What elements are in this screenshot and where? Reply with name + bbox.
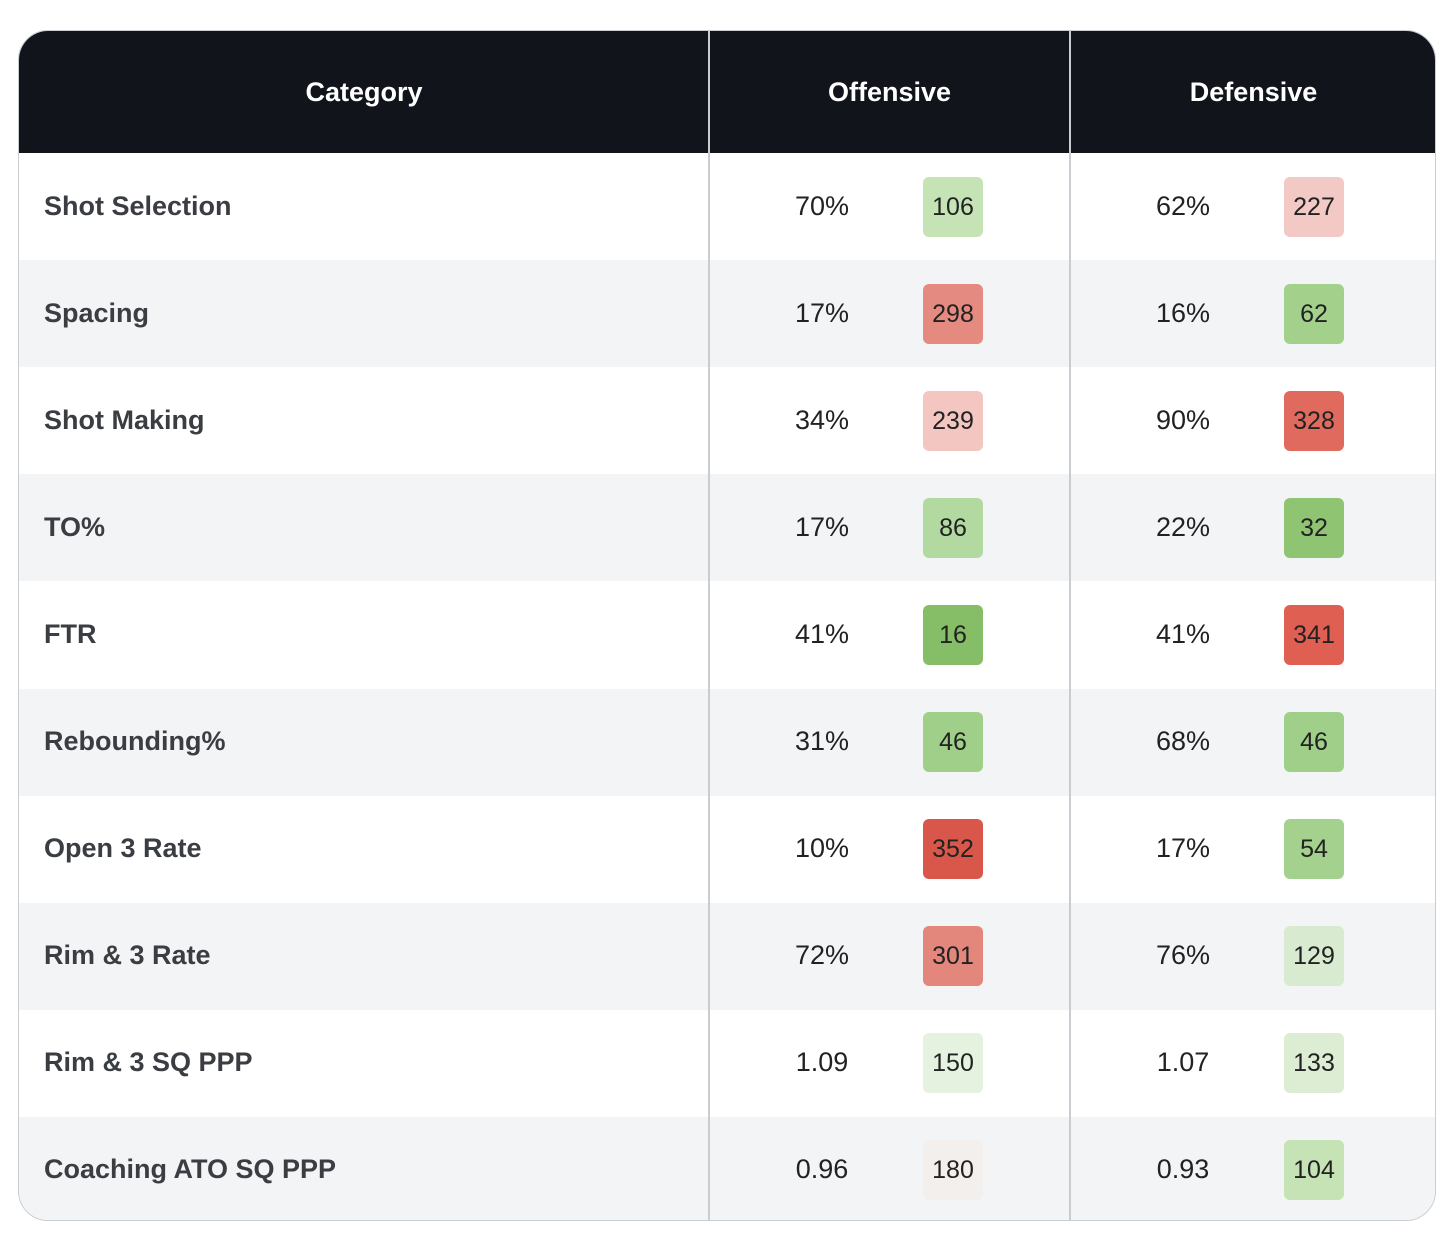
rank-badge: 32: [1284, 497, 1344, 558]
table-row: Spacing 17% 298 16% 62: [19, 260, 1435, 368]
table-row: TO% 17% 86 22% 32: [19, 474, 1435, 582]
rank-badge: 54: [1284, 819, 1344, 880]
stats-table: Category Offensive Defensive Shot Select…: [18, 30, 1436, 1221]
value-cell: 17%: [794, 511, 850, 542]
category-cell: Open 3 Rate: [44, 833, 202, 864]
value-cell: 70%: [794, 190, 850, 221]
value-cell: 1.09: [795, 1047, 849, 1078]
table-row: Rim & 3 SQ PPP 1.09 150 1.07 133: [19, 1009, 1435, 1117]
rank-badge: 129: [1284, 926, 1344, 987]
value-cell: 62%: [1155, 190, 1211, 221]
table-row: Coaching ATO SQ PPP 0.96 180 0.93 104: [19, 1116, 1435, 1220]
table-row: Shot Making 34% 239 90% 328: [19, 367, 1435, 475]
rank-badge: 104: [1284, 1140, 1344, 1201]
rank-badge: 227: [1284, 176, 1344, 237]
rank-badge: 150: [923, 1033, 983, 1094]
category-cell: Shot Selection: [44, 190, 232, 221]
rank-badge: 328: [1284, 390, 1344, 451]
value-cell: 17%: [794, 297, 850, 328]
table-row: Rebounding% 31% 46 68% 46: [19, 688, 1435, 796]
header-row: Category Offensive Defensive: [19, 31, 1435, 153]
category-cell: Shot Making: [44, 404, 205, 435]
header-cell: Category: [305, 77, 423, 107]
table-row: Shot Selection 70% 106 62% 227: [19, 153, 1435, 261]
rank-badge: 106: [923, 176, 983, 237]
header-cell: Defensive: [1189, 77, 1318, 107]
table-row: Rim & 3 Rate 72% 301 76% 129: [19, 902, 1435, 1010]
header-cell: Offensive: [827, 77, 952, 107]
value-cell: 72%: [794, 940, 850, 971]
rank-badge: 46: [923, 712, 983, 773]
rank-badge: 301: [923, 926, 983, 987]
value-cell: 68%: [1155, 726, 1211, 757]
value-cell: 16%: [1155, 297, 1211, 328]
table-row: FTR 41% 16 41% 341: [19, 581, 1435, 689]
rank-badge: 16: [923, 604, 983, 665]
value-cell: 90%: [1155, 404, 1211, 435]
value-cell: 0.93: [1156, 1154, 1210, 1185]
category-cell: Rebounding%: [44, 726, 226, 757]
category-cell: Rim & 3 SQ PPP: [44, 1047, 253, 1078]
rank-badge: 298: [923, 283, 983, 344]
category-cell: Rim & 3 Rate: [44, 940, 211, 971]
value-cell: 10%: [794, 833, 850, 864]
column-divider: [1069, 31, 1071, 1220]
category-cell: FTR: [44, 618, 97, 649]
rank-badge: 133: [1284, 1033, 1344, 1094]
category-cell: Spacing: [44, 297, 150, 328]
value-cell: 1.07: [1156, 1047, 1210, 1078]
value-cell: 76%: [1155, 940, 1211, 971]
rank-badge: 239: [923, 390, 983, 451]
category-cell: Coaching ATO SQ PPP: [44, 1154, 337, 1185]
rank-badge: 46: [1284, 712, 1344, 773]
rank-badge: 352: [923, 819, 983, 880]
value-cell: 0.96: [795, 1154, 849, 1185]
rank-badge: 341: [1284, 604, 1344, 665]
rank-badge: 62: [1284, 283, 1344, 344]
rank-badge: 86: [923, 497, 983, 558]
value-cell: 22%: [1155, 511, 1211, 542]
table-row: Open 3 Rate 10% 352 17% 54: [19, 795, 1435, 903]
rank-badge: 180: [923, 1140, 983, 1201]
value-cell: 31%: [794, 726, 850, 757]
value-cell: 17%: [1155, 833, 1211, 864]
value-cell: 41%: [1155, 618, 1211, 649]
value-cell: 41%: [794, 618, 850, 649]
column-divider: [708, 31, 710, 1220]
category-cell: TO%: [44, 511, 106, 542]
value-cell: 34%: [794, 404, 850, 435]
